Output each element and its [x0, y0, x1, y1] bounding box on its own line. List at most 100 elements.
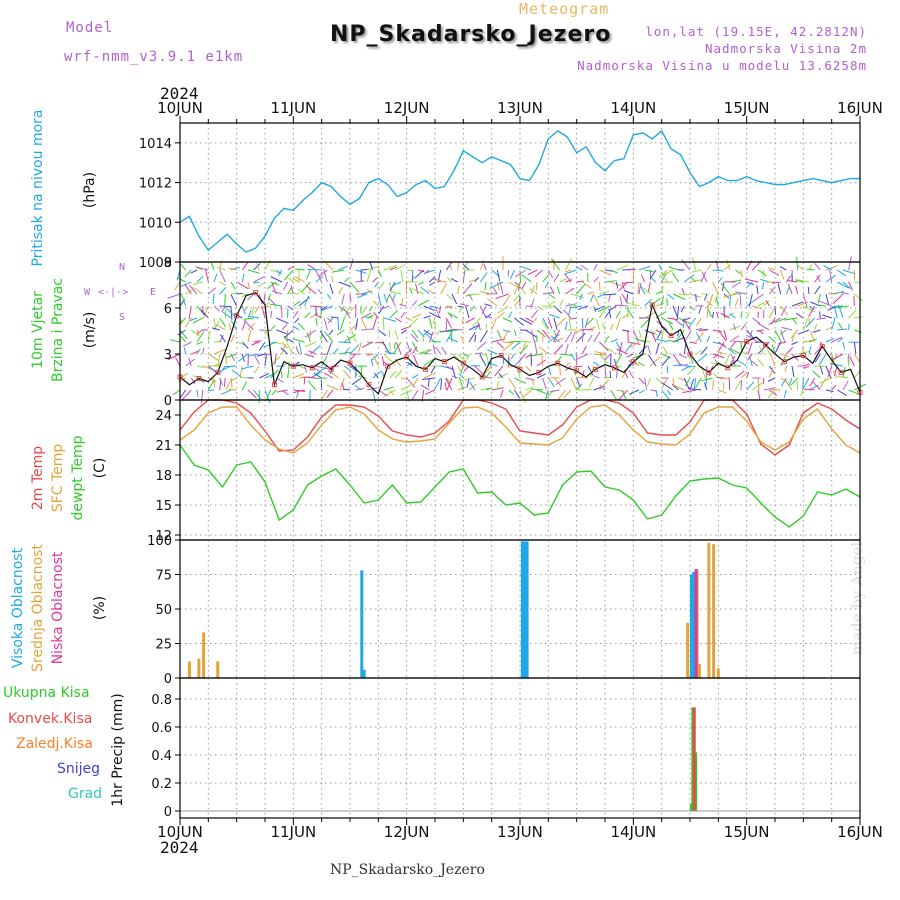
- wind-arrow: [458, 305, 464, 313]
- wind-arrow: [184, 269, 192, 278]
- wind-arrow: [457, 285, 460, 295]
- wind-arrow: [390, 291, 402, 295]
- wind-arrow: [286, 343, 294, 355]
- wind-arrow: [502, 341, 515, 351]
- wind-arrow: [593, 331, 601, 343]
- wind-arrow: [236, 341, 246, 346]
- wind-arrow: [411, 329, 419, 339]
- wind-arrow: [548, 300, 556, 307]
- wind-arrow: [372, 353, 379, 361]
- wind-arrow: [202, 305, 209, 319]
- wind-arrow: [480, 290, 492, 295]
- wind-arrow: [688, 387, 702, 391]
- wind-arrow: [301, 281, 311, 293]
- wind-arrow: [479, 272, 488, 283]
- wind-arrow: [848, 281, 854, 291]
- wind-arrow: [681, 259, 691, 271]
- wind-arrow: [565, 303, 577, 307]
- wind-arrow: [582, 281, 592, 289]
- wind-arrow: [255, 262, 260, 271]
- wind-arrow: [682, 389, 696, 394]
- wind-arrow: [378, 305, 385, 315]
- wind-arrow: [534, 340, 538, 355]
- wind-arrow: [779, 329, 787, 335]
- wind-arrow: [757, 358, 765, 367]
- wind-arrows: [167, 256, 867, 404]
- wind-arrow: [370, 358, 374, 367]
- wind-arrow: [795, 278, 810, 283]
- wind-arrow: [196, 305, 206, 317]
- y-tick-label: 75: [155, 569, 172, 584]
- wind-arrow: [447, 312, 458, 319]
- x-tick-label: 10JUN: [157, 823, 203, 841]
- wind-arrow: [819, 365, 824, 375]
- wind-arrow: [264, 301, 270, 307]
- wind-arrow: [513, 389, 521, 399]
- wind-arrow: [366, 269, 372, 283]
- wind-arrow: [666, 339, 679, 343]
- wind-arrow: [829, 363, 844, 367]
- wind-arrow: [655, 389, 658, 398]
- y-tick-label: 50: [155, 603, 172, 618]
- wind-arrow: [573, 329, 583, 334]
- wind-arrow: [587, 291, 594, 295]
- wind-arrow: [304, 341, 317, 348]
- wind-arrow: [412, 374, 419, 379]
- wind-arrow: [446, 365, 454, 371]
- wind-arrow: [211, 262, 215, 271]
- wind-arrow: [457, 386, 466, 391]
- wind-arrow: [346, 335, 351, 343]
- wind-arrow: [287, 287, 293, 295]
- wind-arrow: [610, 323, 614, 331]
- wind-arrow: [289, 292, 300, 295]
- wind-arrow: [327, 317, 334, 324]
- x-tick-label: 15JUN: [724, 823, 770, 841]
- wind-arrow: [608, 305, 617, 312]
- wind-arrow: [819, 353, 827, 366]
- wind-arrow: [756, 285, 759, 295]
- wind-arrow: [412, 377, 419, 388]
- wind-arrow: [802, 293, 808, 308]
- wind-arrow: [681, 288, 685, 295]
- wind-arrow: [610, 389, 618, 401]
- wind-arrow: [411, 389, 419, 401]
- wind-arrow: [177, 329, 186, 336]
- wind-arrow: [430, 365, 436, 374]
- wind-arrow: [270, 311, 273, 319]
- wind-arrow: [647, 345, 651, 355]
- wind-arrow: [365, 316, 373, 319]
- wind-arrow: [661, 382, 674, 391]
- wind-arrow: [251, 341, 260, 346]
- wind-arrow: [695, 317, 702, 327]
- wind-arrow: [715, 297, 719, 307]
- x-tick-label: 13JUN: [497, 823, 543, 841]
- wind-arrow: [805, 317, 816, 328]
- wind-arrow: [614, 304, 628, 307]
- wind-arrow: [564, 331, 573, 343]
- wind-arrow: [593, 361, 600, 367]
- wind-arrow: [231, 369, 243, 379]
- wind-arrow: [581, 329, 584, 343]
- wind-arrow: [666, 389, 672, 396]
- wind-arrow: [542, 292, 553, 295]
- wind-arrow: [298, 341, 303, 355]
- wind-arrow: [520, 340, 532, 343]
- wind-arrow: [508, 377, 517, 390]
- wind-arrow: [304, 295, 310, 307]
- wind-arrow: [400, 384, 412, 391]
- wind-arrow: [395, 317, 402, 323]
- wind-arrow: [236, 281, 249, 290]
- wind-arrow: [678, 363, 688, 367]
- wind-arrow: [752, 382, 763, 391]
- wind-arrow: [604, 335, 610, 343]
- wind-arrow: [713, 353, 719, 359]
- wind-arrow: [712, 329, 722, 333]
- wind-arrow: [692, 269, 702, 273]
- wind-arrow: [219, 287, 227, 295]
- wind-arrow: [849, 356, 855, 367]
- wind-point: [441, 359, 447, 365]
- wind-arrow: [557, 389, 566, 401]
- wind-arrow: [313, 372, 322, 379]
- wind-arrow: [484, 303, 492, 307]
- wind-arrow: [428, 317, 433, 330]
